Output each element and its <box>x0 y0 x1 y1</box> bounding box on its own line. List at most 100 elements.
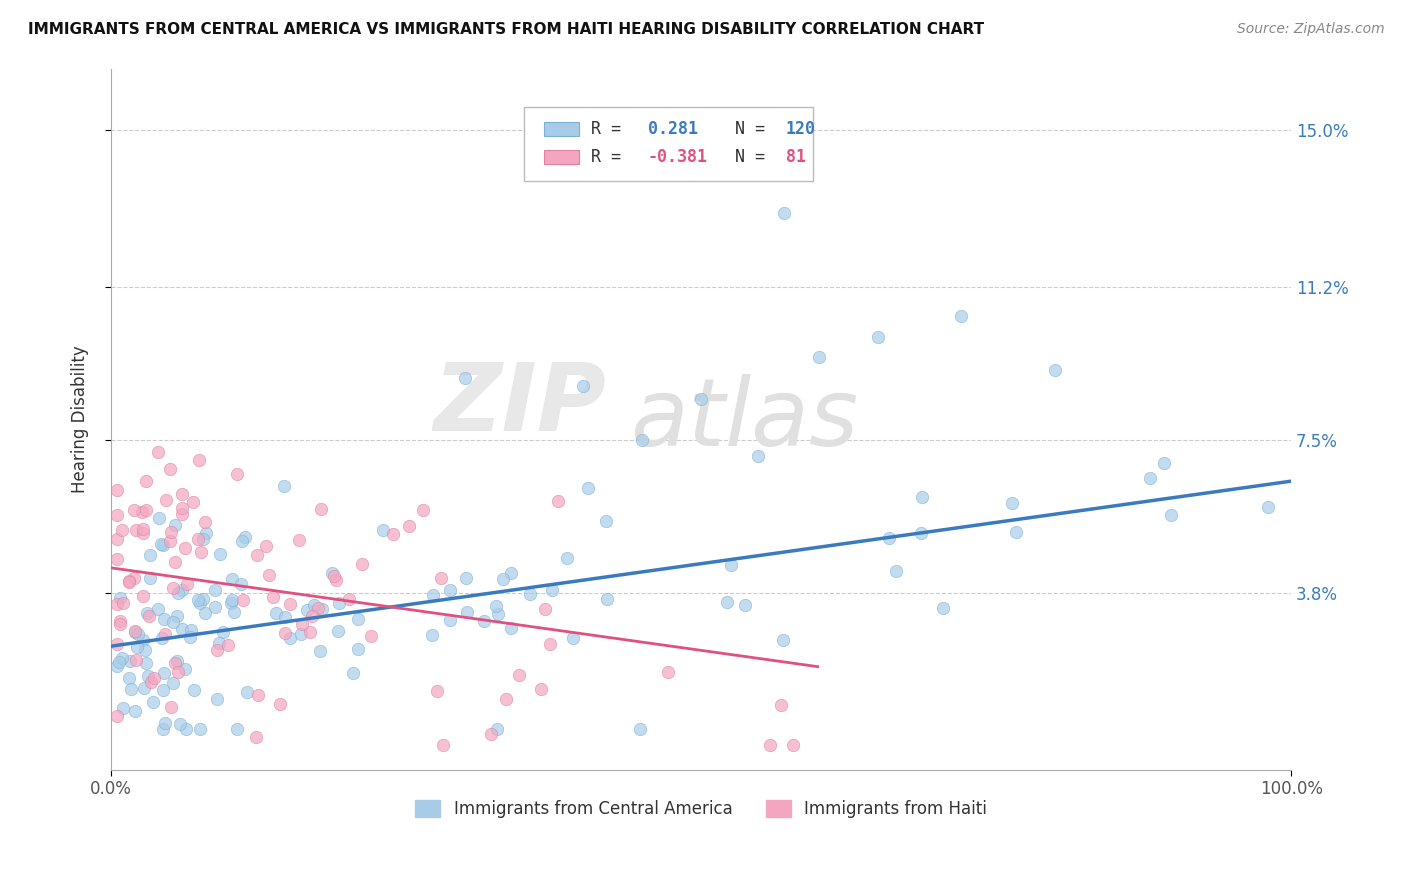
Point <box>472 614 495 628</box>
Point <box>111 700 134 714</box>
Point <box>877 531 900 545</box>
Point <box>138 609 160 624</box>
Point <box>146 601 169 615</box>
Point <box>172 622 194 636</box>
Point <box>135 656 157 670</box>
Point <box>105 637 128 651</box>
Point <box>257 568 280 582</box>
Point <box>205 642 228 657</box>
Point <box>932 600 955 615</box>
Text: ZIP: ZIP <box>433 359 606 451</box>
Point <box>278 631 301 645</box>
Point <box>131 505 153 519</box>
Point <box>112 596 135 610</box>
Point <box>180 624 202 638</box>
Point <box>232 593 254 607</box>
Point <box>194 516 217 530</box>
Point <box>135 503 157 517</box>
Point <box>373 523 395 537</box>
Point <box>221 593 243 607</box>
Point <box>420 628 443 642</box>
Point <box>1043 363 1066 377</box>
Point <box>162 581 184 595</box>
Point <box>169 717 191 731</box>
Point <box>162 676 184 690</box>
Point <box>159 534 181 549</box>
Point <box>1160 508 1182 522</box>
Point <box>325 573 347 587</box>
Point <box>576 482 599 496</box>
Point <box>163 518 186 533</box>
Point <box>759 738 782 752</box>
Point <box>326 624 349 639</box>
Point <box>485 722 508 736</box>
Point <box>562 631 585 645</box>
Point <box>153 665 176 680</box>
Point <box>148 511 170 525</box>
Point <box>221 572 243 586</box>
Point <box>170 500 193 515</box>
Point <box>125 523 148 537</box>
Point <box>226 722 249 736</box>
Point <box>108 617 131 632</box>
Point <box>135 474 157 488</box>
Point <box>479 727 502 741</box>
Point <box>311 601 333 615</box>
Point <box>176 576 198 591</box>
Legend: Immigrants from Central America, Immigrants from Haiti: Immigrants from Central America, Immigra… <box>409 793 994 825</box>
Point <box>485 599 508 613</box>
Point <box>322 569 344 583</box>
Point <box>456 605 478 619</box>
Point <box>547 494 569 508</box>
Point <box>124 624 146 639</box>
Text: N =: N = <box>716 120 775 138</box>
Point <box>159 462 181 476</box>
Point <box>1153 456 1175 470</box>
Point <box>152 682 174 697</box>
Point <box>499 566 522 580</box>
Point <box>301 608 323 623</box>
Point <box>120 682 142 697</box>
Point <box>454 371 477 385</box>
Text: 120: 120 <box>786 120 815 138</box>
Point <box>439 582 461 597</box>
Point <box>278 597 301 611</box>
Point <box>163 656 186 670</box>
Point <box>381 526 404 541</box>
Point <box>949 309 972 323</box>
Point <box>262 591 284 605</box>
Point <box>439 613 461 627</box>
Point <box>179 630 201 644</box>
Point <box>176 722 198 736</box>
Point <box>501 621 523 635</box>
Point <box>187 532 209 546</box>
Point <box>124 704 146 718</box>
Point <box>226 467 249 481</box>
Point <box>309 644 332 658</box>
Point <box>191 591 214 606</box>
Point <box>782 738 804 752</box>
Point <box>264 606 287 620</box>
Point <box>105 552 128 566</box>
Point <box>170 486 193 500</box>
Point <box>454 570 477 584</box>
Point <box>910 525 932 540</box>
Point <box>190 722 212 736</box>
Point <box>134 643 156 657</box>
Point <box>166 609 188 624</box>
Point <box>204 599 226 614</box>
Point <box>254 540 277 554</box>
Text: R =: R = <box>591 148 631 166</box>
Point <box>142 695 165 709</box>
Point <box>162 615 184 629</box>
Point <box>360 629 382 643</box>
Point <box>595 515 617 529</box>
Point <box>142 672 165 686</box>
Point <box>572 379 595 393</box>
Point <box>346 612 368 626</box>
Point <box>174 662 197 676</box>
Point <box>118 671 141 685</box>
Point <box>139 674 162 689</box>
Point <box>219 596 242 610</box>
Point <box>105 483 128 498</box>
